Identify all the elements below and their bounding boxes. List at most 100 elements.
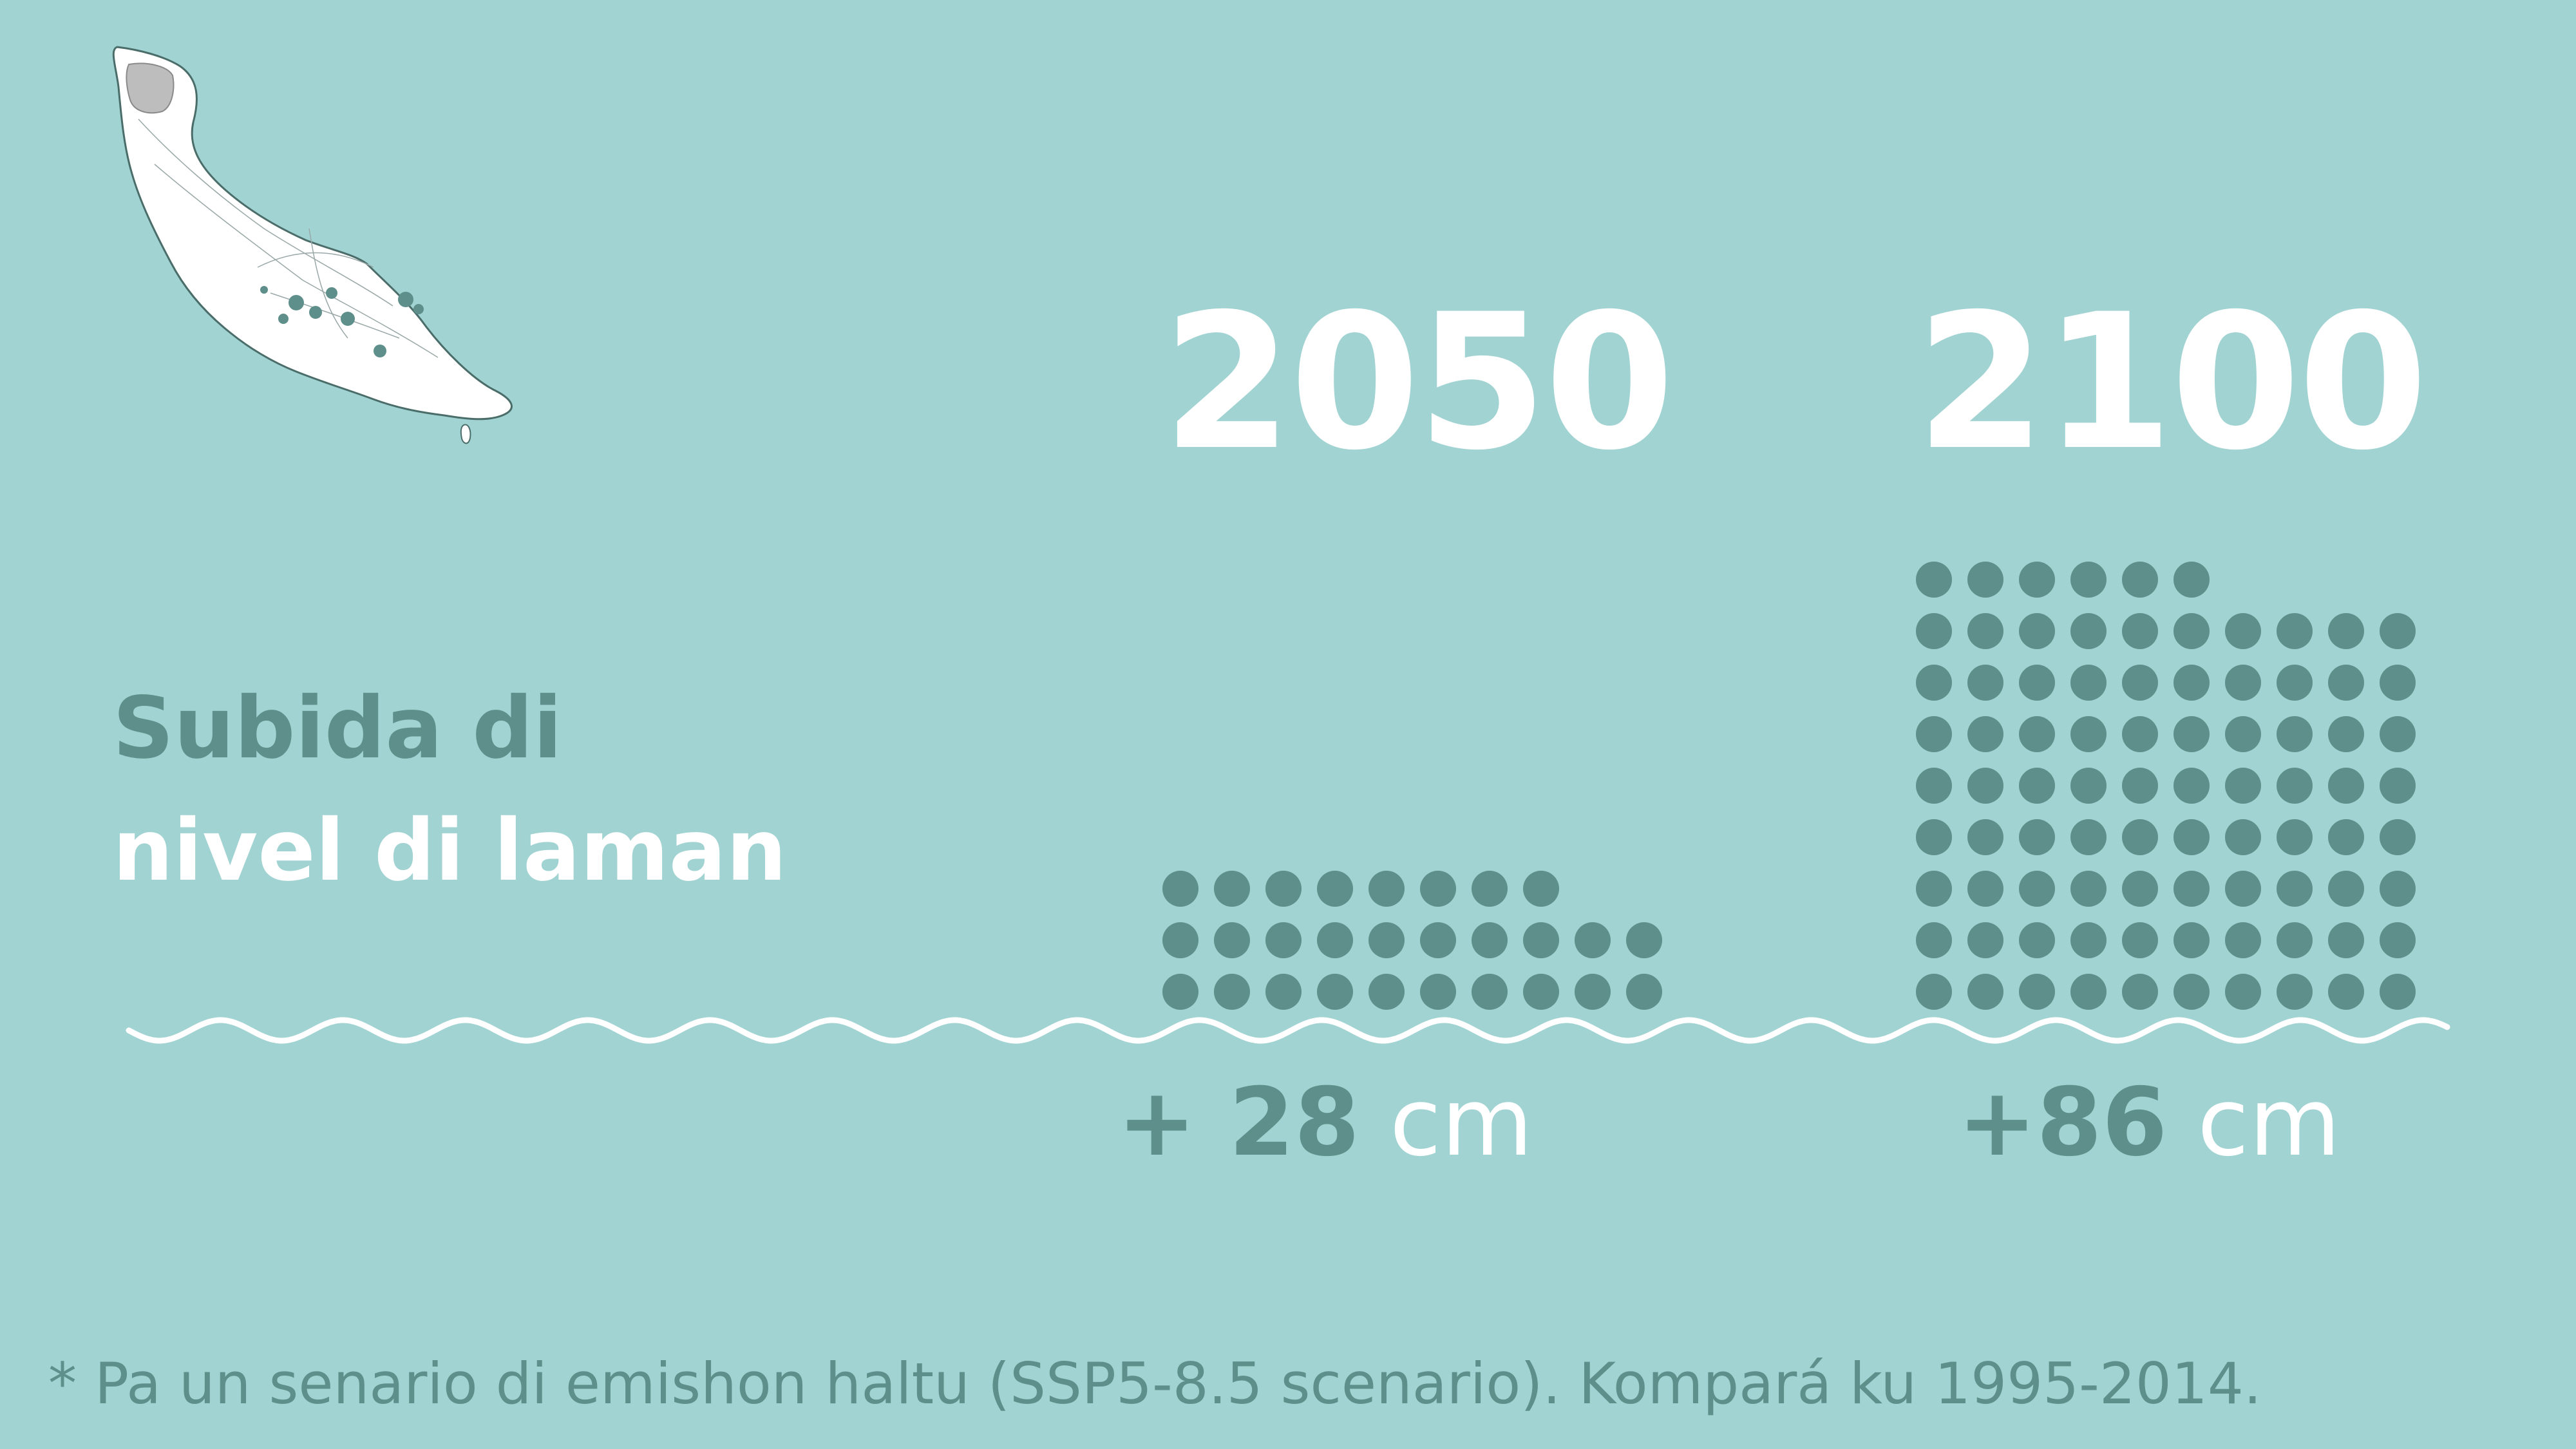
dot-2100 (1967, 819, 2003, 855)
dot-2100 (2277, 716, 2313, 752)
klein-curacao-islet (460, 424, 471, 444)
dot-2050 (1575, 922, 1611, 958)
dot-2100 (2380, 768, 2416, 804)
year-label-2050: 2050 (1162, 274, 1674, 491)
dot-2100 (2174, 665, 2210, 701)
dot-2100 (2277, 974, 2313, 1010)
dot-2100 (1967, 665, 2003, 701)
value-label-2050: + 28 cm (1117, 1075, 1533, 1170)
dot-2100 (2328, 922, 2364, 958)
dot-2050 (1523, 974, 1559, 1010)
dot-2100 (2019, 665, 2055, 701)
dot-2050 (1317, 871, 1353, 907)
road-network (138, 118, 439, 358)
dot-2100 (2019, 768, 2055, 804)
dot-2050 (1162, 922, 1198, 958)
dot-2100 (2380, 974, 2416, 1010)
dot-2050 (1575, 974, 1611, 1010)
dot-2100 (2380, 665, 2416, 701)
dot-2050 (1472, 871, 1508, 907)
dot-2100 (1916, 768, 1952, 804)
footnote: * Pa un senario di emishon haltu (SSP5-8… (48, 1350, 2262, 1417)
dot-2100 (2019, 922, 2055, 958)
dot-2100 (2277, 665, 2313, 701)
dot-2050 (1626, 922, 1662, 958)
dot-2100 (2277, 613, 2313, 649)
dot-2100 (2122, 819, 2158, 855)
urban-areas (260, 286, 424, 357)
dot-2100 (1967, 974, 2003, 1010)
dot-2100 (1967, 922, 2003, 958)
dot-2050 (1368, 871, 1405, 907)
dot-2100 (2328, 974, 2364, 1010)
dot-2100 (2174, 716, 2210, 752)
dot-2050 (1265, 871, 1302, 907)
value-number-2100: +86 (1958, 1068, 2168, 1177)
dot-2100 (2019, 871, 2055, 907)
dot-2100 (2225, 871, 2261, 907)
dot-2050 (1472, 922, 1508, 958)
dot-2100 (2070, 768, 2107, 804)
dot-2100 (2122, 613, 2158, 649)
dot-2100 (1967, 871, 2003, 907)
dot-2100 (2174, 768, 2210, 804)
dot-2100 (2380, 871, 2416, 907)
dot-2100 (1916, 613, 1952, 649)
dot-2100 (1967, 613, 2003, 649)
dot-2100 (2174, 562, 2210, 598)
dot-2050 (1214, 922, 1250, 958)
dot-2050 (1162, 871, 1198, 907)
dot-2100 (2380, 819, 2416, 855)
dot-2050 (1317, 922, 1353, 958)
dot-2100 (2122, 768, 2158, 804)
dot-2100 (2225, 716, 2261, 752)
chart-title-line-2: nivel di laman (113, 801, 787, 900)
value-unit-2100: cm (2197, 1068, 2341, 1177)
dot-2100 (2070, 871, 2107, 907)
dot-2100 (2328, 716, 2364, 752)
dot-2100 (2174, 974, 2210, 1010)
dot-2100 (1916, 665, 1952, 701)
dot-2050 (1368, 974, 1405, 1010)
value-unit-2050: cm (1389, 1068, 1533, 1177)
dot-2100 (2070, 716, 2107, 752)
dot-2100 (2019, 562, 2055, 598)
dot-2050 (1420, 871, 1456, 907)
waterline-wave (126, 1017, 2450, 1044)
dot-2050 (1523, 871, 1559, 907)
dot-2050 (1368, 922, 1405, 958)
dot-2100 (2070, 665, 2107, 701)
dot-2100 (2174, 922, 2210, 958)
dot-2100 (2122, 922, 2158, 958)
dot-2100 (1916, 974, 1952, 1010)
dot-2050 (1265, 922, 1302, 958)
dot-2100 (2122, 562, 2158, 598)
dot-2050 (1214, 871, 1250, 907)
dot-2100 (2380, 922, 2416, 958)
dot-2100 (2328, 819, 2364, 855)
island-outline (112, 46, 513, 421)
year-label-2100: 2100 (1916, 274, 2428, 491)
dot-2100 (2122, 871, 2158, 907)
dot-2100 (2328, 613, 2364, 649)
dot-2100 (2019, 819, 2055, 855)
dot-2100 (2277, 871, 2313, 907)
dot-2100 (2070, 974, 2107, 1010)
dot-2100 (2225, 974, 2261, 1010)
national-park-area (126, 62, 175, 114)
dot-2100 (2328, 871, 2364, 907)
value-label-2100: +86 cm (1958, 1075, 2340, 1170)
chart-title-line-1: Subida di (113, 679, 563, 778)
dot-2100 (2174, 819, 2210, 855)
dot-2100 (2122, 665, 2158, 701)
dot-2050 (1626, 974, 1662, 1010)
dot-2050 (1162, 974, 1198, 1010)
dot-2100 (2277, 922, 2313, 958)
dot-2050 (1317, 974, 1353, 1010)
dot-2050 (1472, 974, 1508, 1010)
dot-2100 (2019, 613, 2055, 649)
dot-2100 (2380, 716, 2416, 752)
dot-2100 (2070, 819, 2107, 855)
dot-2100 (1916, 922, 1952, 958)
dot-2100 (2328, 665, 2364, 701)
